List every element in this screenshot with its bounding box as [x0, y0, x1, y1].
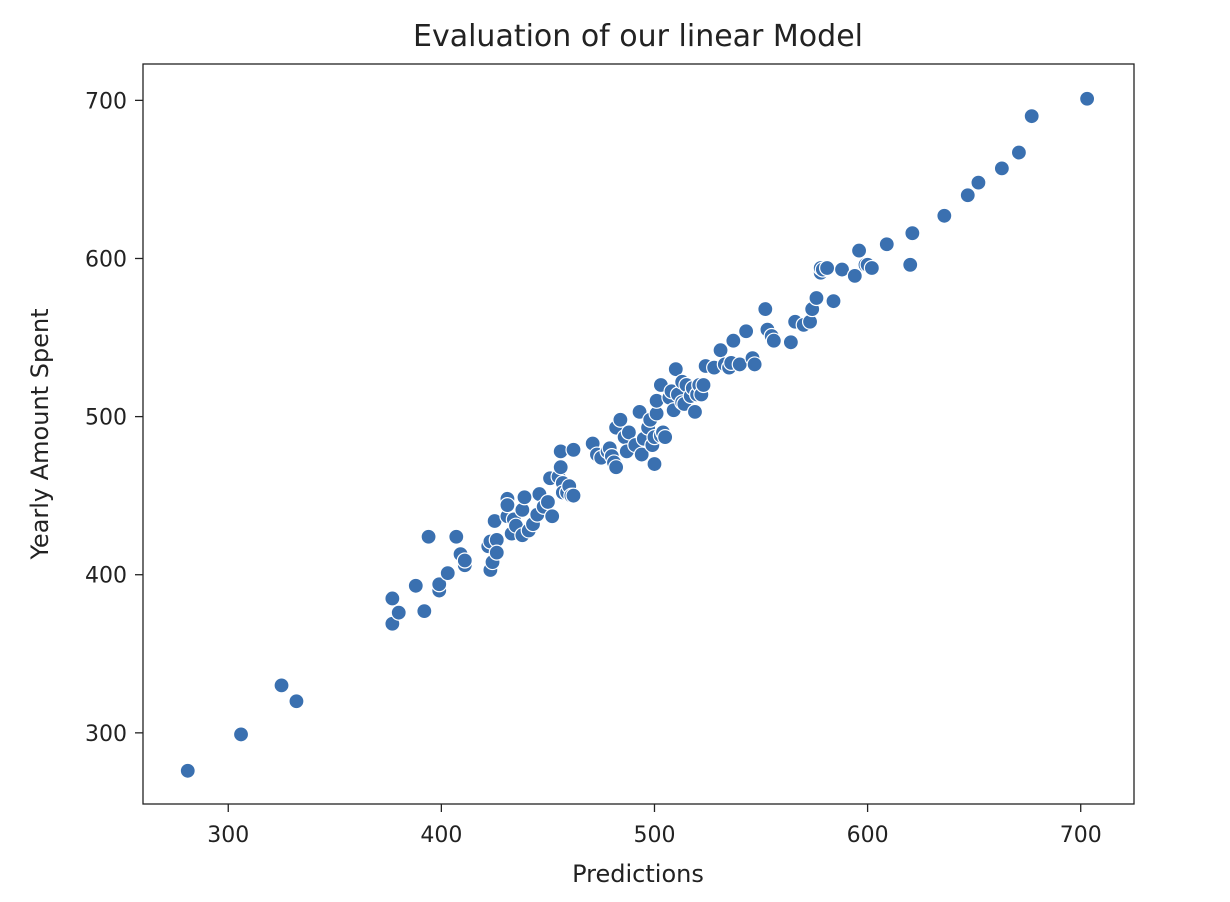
scatter-point [1023, 108, 1040, 125]
scatter-point [863, 259, 880, 277]
scatter-point [456, 552, 473, 569]
scatter-point [825, 293, 842, 310]
scatter-point [499, 497, 516, 514]
scatter-point [833, 261, 851, 278]
scatter-point [488, 544, 505, 561]
scatter-point [746, 356, 763, 373]
scatter-point [646, 455, 663, 473]
scatter-point [808, 289, 825, 307]
scatter-point [765, 332, 782, 349]
scatter-point [819, 259, 836, 277]
scatter-point [878, 236, 895, 253]
y-tick-label: 700 [85, 89, 127, 114]
scatter-point [657, 429, 674, 446]
chart-title: Evaluation of our linear Model [413, 19, 863, 54]
scatter-point [620, 424, 638, 441]
scatter-point [1079, 90, 1096, 107]
scatter-point [390, 604, 407, 621]
scatter-point [552, 459, 569, 476]
scatter-point [712, 342, 729, 359]
x-tick-label: 400 [420, 823, 462, 848]
y-tick-label: 500 [85, 406, 127, 431]
scatter-point [936, 207, 953, 224]
scatter-point [850, 242, 868, 259]
y-axis-ticks: 300 400 500 600 700 [85, 89, 143, 747]
y-tick-label: 400 [85, 564, 127, 589]
plot-area-frame [142, 63, 1135, 805]
scatter-point [738, 323, 755, 340]
scatter-point [757, 300, 774, 318]
scatter-point [288, 693, 305, 710]
scatter-point [439, 565, 456, 582]
scatter-point [273, 677, 290, 694]
scatter-point [725, 332, 742, 349]
y-axis-label: Yearly Amount Spent [26, 308, 54, 560]
data-points [179, 90, 1096, 779]
scatter-point [612, 411, 629, 428]
scatter-point [448, 528, 465, 545]
scatter-point [232, 726, 250, 743]
scatter-point [846, 267, 863, 284]
scatter-point [565, 441, 582, 458]
x-axis-label: Predictions [572, 860, 704, 888]
x-tick-label: 600 [847, 823, 889, 848]
scatter-point [544, 508, 561, 525]
scatter-point [695, 376, 712, 394]
scatter-point [431, 576, 448, 593]
scatter-point [516, 489, 533, 506]
y-tick-label: 600 [85, 247, 127, 272]
y-tick-label: 300 [85, 722, 127, 747]
scatter-point [1010, 144, 1028, 161]
x-tick-label: 700 [1060, 823, 1102, 848]
x-tick-label: 300 [207, 823, 249, 848]
scatter-point [970, 174, 987, 191]
x-axis-ticks: 300 400 500 600 700 [207, 804, 1102, 848]
scatter-point [782, 334, 799, 351]
scatter-point [179, 762, 196, 779]
x-tick-label: 500 [633, 823, 675, 848]
scatter-point [420, 528, 437, 545]
scatter-point [608, 459, 625, 476]
scatter-point [959, 187, 976, 204]
scatter-point [407, 577, 424, 594]
scatter-point [902, 256, 919, 273]
scatter-point [667, 361, 684, 378]
scatter-point [565, 487, 582, 504]
scatter-point [539, 493, 557, 511]
scatter-point [416, 602, 433, 620]
scatter-point [904, 225, 921, 242]
scatter-point [686, 403, 704, 420]
scatter-point [384, 590, 401, 607]
scatter-point [993, 160, 1010, 177]
scatter-point [633, 446, 650, 463]
